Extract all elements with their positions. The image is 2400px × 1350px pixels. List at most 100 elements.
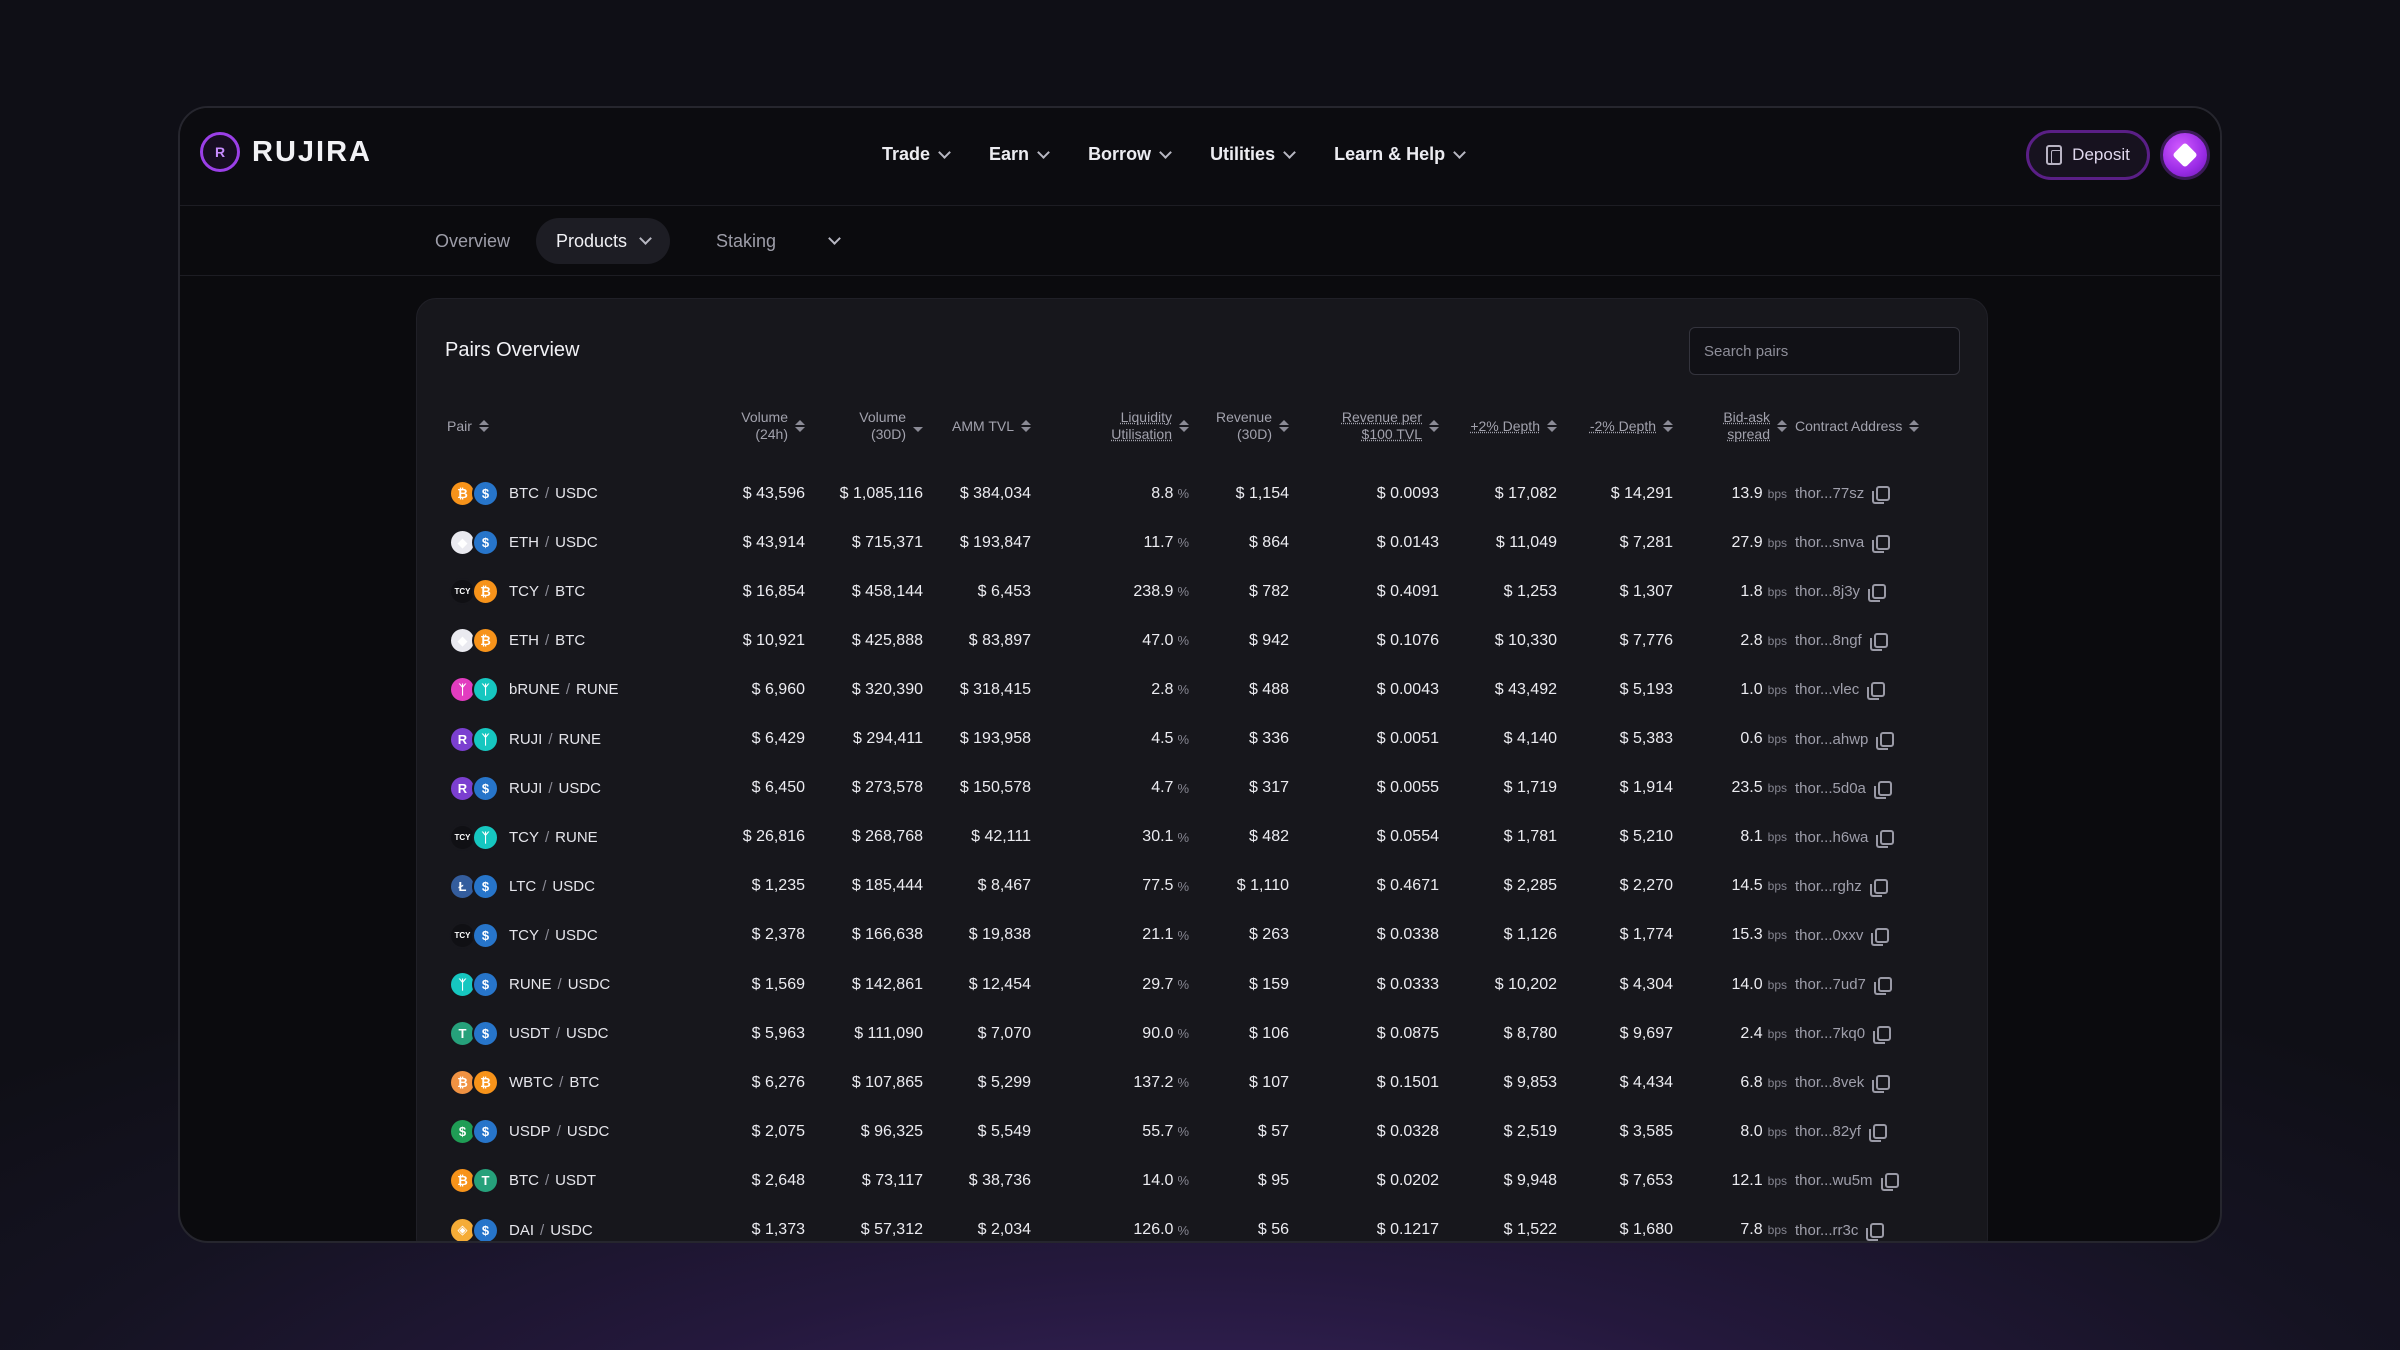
copy-icon[interactable] [1866,1222,1885,1241]
pair-separator: / [565,681,571,699]
deposit-label: Deposit [2072,145,2130,164]
column-header-pair[interactable]: Pair [447,407,489,445]
spread-value: 8.1 [1740,828,1763,846]
contract-address: thor...0xxv [1795,926,1864,944]
tcy-coin-icon: TCY [449,578,476,606]
pair-separator: / [545,828,550,846]
copy-icon[interactable] [1871,927,1890,946]
plus-2-depth-cell: $ 1,253 [1503,582,1557,600]
contract-address-cell: thor...wu5m [1795,1156,1899,1205]
revenue-30d-cell: $ 57 [1257,1122,1289,1140]
nav-learn-help[interactable]: Learn & Help [1334,144,1466,165]
quote-symbol: USDC [555,926,598,944]
base-symbol: RUNE [509,976,552,993]
column-header-contract-address[interactable]: Contract Address [1795,407,1919,445]
column-header-minus-2-depth[interactable]: -2% Depth [1563,407,1673,445]
copy-icon[interactable] [1873,1026,1892,1045]
contract-address-cell: thor...vlec [1795,665,1886,714]
column-header-revenue-30d[interactable]: Revenue (30D) [1189,407,1289,445]
copy-icon[interactable] [1867,682,1886,701]
table-row[interactable]: ◈ $ DAI / USDC $ 1,373 $ 57,312 $ 2,034 126.0% $ … [417,1206,1987,1241]
copy-icon[interactable] [1876,829,1895,848]
column-header-volume-30d[interactable]: Volume (30D) [827,407,923,445]
minus-2-depth-cell: $ 7,281 [1619,533,1673,551]
copy-icon[interactable] [1869,633,1888,652]
revenue-per-100-cell: $ 0.0202 [1376,1171,1439,1189]
nav-trade[interactable]: Trade [882,144,951,165]
column-header-revenue-per-100-tvl[interactable]: Revenue per $100 TVL [1297,407,1439,445]
bps-unit: bps [1767,486,1787,501]
table-row[interactable]: ₿ $ BTC / USDC $ 43,596 $ 1,085,116 $ 384,034 8.… [417,469,1987,518]
revenue-per-100-cell: $ 0.0333 [1376,975,1439,993]
table-row[interactable]: T $ USDT / USDC $ 5,963 $ 111,090 $ 7,070 90.0% $… [417,1009,1987,1058]
pair-cell: ◆ $ ETH / USDC [449,518,598,567]
nav-utilities[interactable]: Utilities [1210,144,1296,165]
column-header-bid-ask-spread[interactable]: Bid-ask spread [1683,407,1787,445]
deposit-button[interactable]: Deposit [2026,130,2150,180]
volume-30d-cell: $ 73,117 [861,1171,923,1189]
pairs-overview-panel: Pairs Overview Pair Volume (24h) Volume … [416,298,1988,1241]
amm-tvl-cell: $ 5,549 [977,1122,1031,1140]
tab-staking[interactable]: Staking [716,218,841,264]
copy-icon[interactable] [1873,977,1892,995]
table-row[interactable]: ₿ ₿ WBTC / BTC $ 6,276 $ 107,865 $ 5,299 137.2% $… [417,1058,1987,1107]
app-window: R RUJIRA Trade Earn Borrow Utilities Lea… [178,106,2222,1243]
column-header-volume-24h[interactable]: Volume (24h) [709,407,805,445]
tab-overview[interactable]: Overview [435,218,510,264]
utilisation-value: 137.2 [1133,1073,1174,1091]
amm-tvl-cell: $ 8,467 [977,877,1031,895]
table-row[interactable]: ◆ ₿ ETH / BTC $ 10,921 $ 425,888 $ 83,897 47.0% $… [417,616,1987,665]
table-row[interactable]: TCY $ TCY / USDC $ 2,378 $ 166,638 $ 19,838 21.1… [417,911,1987,960]
revenue-30d-cell: $ 942 [1248,631,1289,649]
table-row[interactable]: $ $ USDP / USDC $ 2,075 $ 96,325 $ 5,549 55.7% $ … [417,1107,1987,1156]
header-label: Revenue per $100 TVL [1341,409,1422,442]
search-pairs-input[interactable] [1689,327,1960,375]
header-label: +2% Depth [1470,417,1540,434]
spread-value: 2.4 [1740,1024,1763,1042]
pair-separator: / [545,485,550,502]
revenue-30d-cell: $ 107 [1248,1073,1289,1091]
tab-products[interactable]: Products [536,218,671,264]
copy-icon[interactable] [1872,486,1891,504]
account-avatar[interactable] [2160,130,2210,180]
table-row[interactable]: TCY ₿ TCY / BTC $ 16,854 $ 458,144 $ 6,453 238.9… [417,567,1987,616]
copy-icon[interactable] [1872,535,1891,554]
minus-2-depth-cell: $ 5,193 [1619,680,1673,698]
copy-icon[interactable] [1873,780,1892,799]
column-header-amm-tvl[interactable]: AMM TVL [927,407,1031,445]
spread-value: 14.5 [1731,877,1763,895]
amm-tvl-cell: $ 38,736 [968,1171,1031,1189]
table-row[interactable]: ᛉ $ RUNE / USDC $ 1,569 $ 142,861 $ 12,454 29.7%… [417,960,1987,1009]
volume-24h-cell: $ 6,450 [751,779,805,797]
nav-earn[interactable]: Earn [989,144,1050,165]
contract-address-cell: thor...82yf [1795,1107,1887,1156]
base-symbol: WBTC [509,1074,554,1092]
copy-icon[interactable] [1869,878,1888,897]
table-row[interactable]: ᛉ ᛉ bRUNE / RUNE $ 6,960 $ 320,390 $ 318,415 2.8… [417,665,1987,714]
copy-icon[interactable] [1872,1075,1891,1094]
copy-icon[interactable] [1880,1173,1899,1192]
table-row[interactable]: R ᛉ RUJI / RUNE $ 6,429 $ 294,411 $ 193,958 4.5%… [417,715,1987,764]
header-label: Pair [447,417,472,434]
table-row[interactable]: R $ RUJI / USDC $ 6,450 $ 273,578 $ 150,578 4.7%… [417,764,1987,813]
tab-label: Products [556,230,628,251]
copy-icon[interactable] [1868,1124,1887,1143]
usdc-coin-icon: $ [472,774,499,802]
logo[interactable]: R RUJIRA [200,132,372,172]
column-header-liquidity-utilisation[interactable]: Liquidity Utilisation [1049,407,1189,445]
copy-icon[interactable] [1876,731,1895,750]
table-row[interactable]: ◆ $ ETH / USDC $ 43,914 $ 715,371 $ 193,847 11.7… [417,518,1987,567]
column-header-plus-2-depth[interactable]: +2% Depth [1447,407,1557,445]
table-row[interactable]: TCY ᛉ TCY / RUNE $ 26,816 $ 268,768 $ 42,111 30.… [417,813,1987,862]
nav-borrow[interactable]: Borrow [1088,144,1172,165]
percent-unit: % [1177,1124,1189,1140]
sort-icon [1909,420,1919,432]
minus-2-depth-cell: $ 4,304 [1619,975,1673,993]
spread-value: 23.5 [1731,779,1763,797]
table-row[interactable]: ₿ T BTC / USDT $ 2,648 $ 73,117 $ 38,736 14.0% $ … [417,1156,1987,1205]
copy-icon[interactable] [1868,584,1887,603]
ruji-coin-icon: R [449,725,476,753]
spread-value: 14.0 [1731,975,1763,993]
wallet-icon [2046,145,2063,165]
table-row[interactable]: Ł $ LTC / USDC $ 1,235 $ 185,444 $ 8,467 77.5% $ … [417,862,1987,911]
